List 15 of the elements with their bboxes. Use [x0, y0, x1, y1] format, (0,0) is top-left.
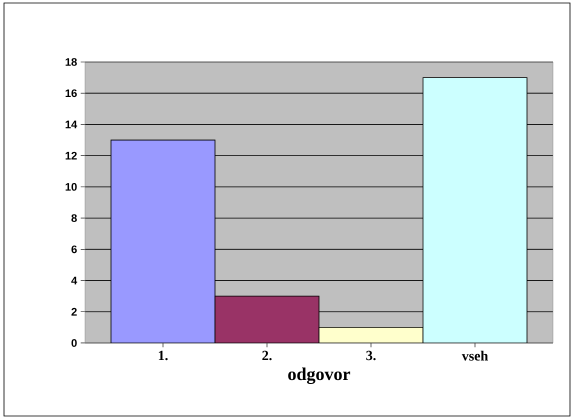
y-tick-label: 6: [71, 245, 77, 254]
x-axis-title: odgovor: [288, 367, 350, 384]
y-tick-label: 18: [66, 58, 77, 66]
y-tick-label: 2: [71, 308, 77, 316]
y-tick-label: 10: [66, 182, 77, 191]
y-tick-label: 4: [71, 276, 78, 284]
y-tick-label: 0: [72, 339, 77, 347]
y-tick-label: 16: [66, 89, 77, 98]
y-tick-label: 12: [66, 152, 77, 160]
x-tick-label: 2.: [262, 350, 272, 360]
y-tick-label: 14: [66, 120, 78, 128]
x-tick-label: 3.: [366, 350, 376, 360]
x-tick-label: vseh: [462, 350, 488, 361]
x-tick-label: 1.: [158, 350, 168, 360]
y-tick-label: 8: [71, 214, 77, 222]
